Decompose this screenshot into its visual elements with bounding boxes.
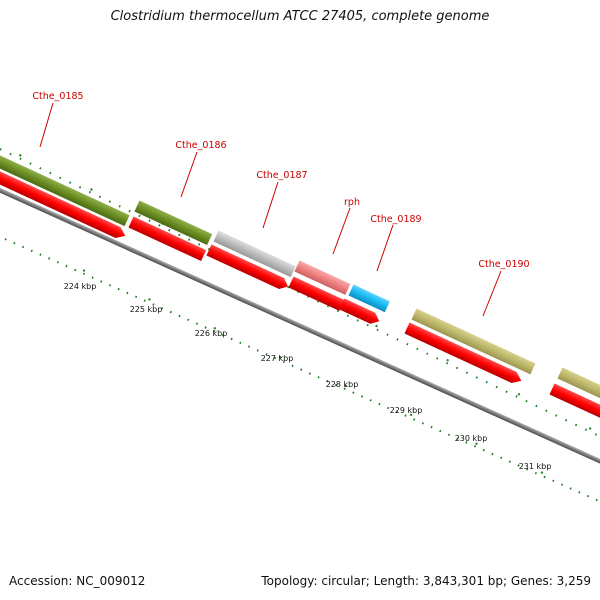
backbone-line [0,184,600,485]
cog-feature-cthe-0190 [411,308,536,375]
gene-label-cthe-0185: Cthe_0185 [32,91,83,102]
cds-arrow-next [549,383,600,424]
backbone [0,184,600,485]
cds-arrow-cthe-0189 [339,298,380,324]
scale-label: 229 kbp [390,406,423,415]
gene-label-cthe-0187: Cthe_0187 [256,170,307,181]
genome-summary-text: Topology: circular; Length: 3,843,301 bp… [261,574,591,588]
map-title: Clostridium thermocellum ATCC 27405, com… [110,9,490,24]
cog-feature-next [557,367,600,404]
cog-feature-cthe-0189 [348,284,390,313]
accession-text: Accession: NC_009012 [9,574,146,588]
outer-major-ticks [18,154,600,450]
leader-line-cthe-0189 [376,224,394,272]
cds-track [0,170,600,424]
cog-track [0,154,600,404]
cds-arrow-cthe-0185 [0,170,126,238]
scale-label: 225 kbp [130,305,163,314]
gene-label-cthe-0190: Cthe_0190 [478,259,529,270]
cog-feature-cthe-0185 [0,154,130,227]
gene-label-cthe-0189: Cthe_0189 [370,214,421,225]
cog-feature-rph [294,260,351,295]
cds-arrow-cthe-0190 [404,322,522,383]
scale-label: 224 kbp [64,282,97,291]
scale-label: 227 kbp [261,354,294,363]
cog-feature-cthe-0186 [134,200,213,246]
leader-line-cthe-0185 [39,102,54,148]
leader-line-cthe-0187 [262,181,279,229]
scale-label: 230 kbp [455,434,488,443]
scale-label: 228 kbp [326,380,359,389]
leader-lines [39,102,502,317]
outer-minor-ticks [0,148,600,453]
scale-label: 226 kbp [195,329,228,338]
cds-arrow-cthe-0186 [128,216,207,262]
outer-tick-ring [0,148,600,453]
gene-label-cthe-0186: Cthe_0186 [175,140,226,151]
leader-line-rph [332,207,351,255]
leader-line-cthe-0186 [180,151,198,198]
leader-line-cthe-0190 [482,270,502,317]
gene-label-rph: rph [344,197,360,208]
cds-arrow-cthe-0187 [206,244,288,290]
scale-label: 231 kbp [519,462,552,471]
cds-arrow-rph [288,276,345,311]
cog-feature-cthe-0187 [213,230,296,278]
